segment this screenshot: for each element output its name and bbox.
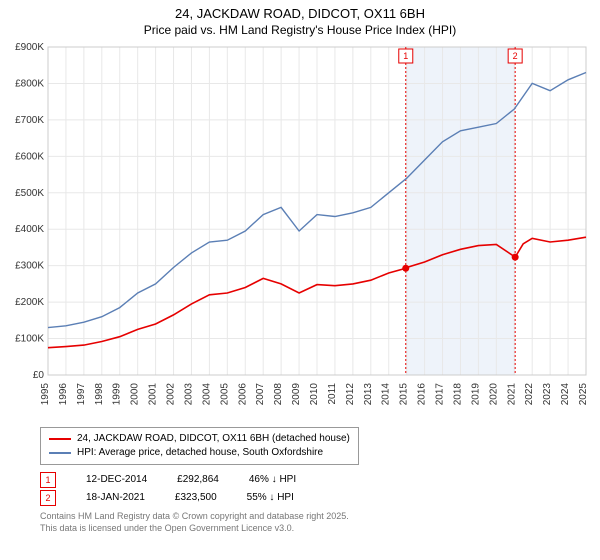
svg-text:1995: 1995 [40, 382, 51, 405]
svg-text:2009: 2009 [291, 382, 302, 405]
svg-text:2017: 2017 [435, 382, 446, 405]
svg-text:2012: 2012 [345, 382, 356, 405]
svg-text:2001: 2001 [148, 382, 159, 405]
svg-text:£600K: £600K [15, 151, 44, 162]
svg-text:2013: 2013 [363, 382, 374, 405]
svg-text:2007: 2007 [255, 382, 266, 405]
svg-text:2014: 2014 [381, 382, 392, 405]
svg-text:2005: 2005 [219, 382, 230, 405]
chart-title: 24, JACKDAW ROAD, DIDCOT, OX11 6BH [0, 0, 600, 23]
svg-text:£0: £0 [33, 370, 45, 381]
svg-text:2010: 2010 [309, 382, 320, 405]
svg-text:2021: 2021 [506, 382, 517, 405]
svg-text:2023: 2023 [542, 382, 553, 405]
svg-text:1997: 1997 [76, 382, 87, 405]
svg-text:2011: 2011 [327, 382, 338, 404]
svg-text:2024: 2024 [560, 382, 571, 405]
legend-label-property: 24, JACKDAW ROAD, DIDCOT, OX11 6BH (deta… [77, 432, 350, 446]
svg-text:£900K: £900K [15, 42, 44, 53]
marker-badge-2: 2 [40, 490, 56, 506]
marker-table: 1 12-DEC-2014 £292,864 46% ↓ HPI 2 18-JA… [40, 471, 588, 507]
svg-text:£400K: £400K [15, 224, 44, 235]
svg-text:2016: 2016 [417, 382, 428, 405]
svg-text:1999: 1999 [112, 382, 123, 405]
svg-text:1998: 1998 [94, 382, 105, 405]
svg-text:2018: 2018 [452, 382, 463, 405]
svg-text:£200K: £200K [15, 297, 44, 308]
marker-row-1: 1 12-DEC-2014 £292,864 46% ↓ HPI [40, 471, 588, 489]
marker-date-1: 12-DEC-2014 [86, 471, 147, 489]
footer: Contains HM Land Registry data © Crown c… [40, 511, 588, 534]
chart-area: £0 £100K £200K £300K £400K £500K £600K £700K £80… [8, 41, 592, 421]
legend-swatch-property [49, 438, 71, 440]
legend-item-hpi: HPI: Average price, detached house, Sout… [49, 446, 350, 460]
svg-text:£100K: £100K [15, 333, 44, 344]
svg-text:2: 2 [513, 51, 518, 61]
legend: 24, JACKDAW ROAD, DIDCOT, OX11 6BH (deta… [40, 427, 359, 465]
marker-delta-1: 46% ↓ HPI [249, 471, 296, 489]
svg-text:2015: 2015 [399, 382, 410, 405]
marker-price-2: £323,500 [175, 489, 217, 507]
chart-subtitle: Price paid vs. HM Land Registry's House … [0, 23, 600, 37]
marker-delta-2: 55% ↓ HPI [247, 489, 294, 507]
marker-date-2: 18-JAN-2021 [86, 489, 145, 507]
svg-text:2002: 2002 [166, 382, 177, 405]
svg-text:£700K: £700K [15, 115, 44, 126]
legend-label-hpi: HPI: Average price, detached house, Sout… [77, 446, 323, 460]
svg-text:2004: 2004 [201, 382, 212, 405]
line-chart: £0 £100K £200K £300K £400K £500K £600K £700K £80… [8, 41, 592, 421]
marker-badge-1: 1 [40, 472, 56, 488]
svg-text:2025: 2025 [578, 382, 589, 405]
footer-line2: This data is licensed under the Open Gov… [40, 523, 588, 535]
svg-text:2006: 2006 [237, 382, 248, 405]
svg-text:2008: 2008 [273, 382, 284, 405]
svg-text:£300K: £300K [15, 261, 44, 272]
svg-text:£800K: £800K [15, 78, 44, 89]
legend-item-property: 24, JACKDAW ROAD, DIDCOT, OX11 6BH (deta… [49, 432, 350, 446]
svg-text:2000: 2000 [130, 382, 141, 405]
svg-text:2022: 2022 [524, 382, 535, 405]
svg-text:2020: 2020 [488, 382, 499, 405]
svg-text:1996: 1996 [58, 382, 69, 405]
svg-text:£500K: £500K [15, 188, 44, 199]
svg-text:2003: 2003 [183, 382, 194, 405]
footer-line1: Contains HM Land Registry data © Crown c… [40, 511, 588, 523]
marker-price-1: £292,864 [177, 471, 219, 489]
marker-row-2: 2 18-JAN-2021 £323,500 55% ↓ HPI [40, 489, 588, 507]
svg-text:1: 1 [403, 51, 408, 61]
legend-swatch-hpi [49, 452, 71, 454]
svg-text:2019: 2019 [470, 382, 481, 405]
